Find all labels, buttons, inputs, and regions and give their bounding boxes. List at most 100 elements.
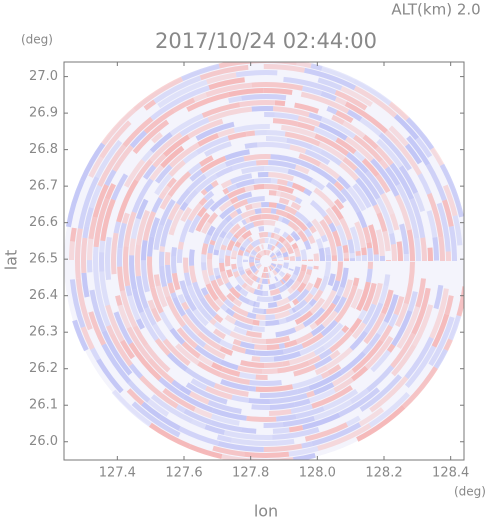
field-cell: [282, 360, 291, 367]
y-tick-label: 26.1: [29, 398, 58, 413]
field-cell: [292, 232, 301, 242]
field-cell: [266, 272, 268, 278]
field-cell: [308, 388, 336, 404]
field-cell: [259, 320, 266, 326]
field-cell: [255, 384, 294, 392]
field-cell: [325, 207, 341, 227]
field-cell: [417, 173, 432, 195]
field-cell: [205, 82, 252, 98]
field-cell: [295, 256, 301, 261]
field-cell: [362, 282, 377, 312]
field-cell: [285, 234, 294, 243]
field-cell: [210, 279, 223, 297]
field-cell: [320, 149, 343, 166]
field-cell: [420, 237, 427, 261]
field-cell: [153, 274, 161, 287]
field-cell: [231, 249, 238, 258]
field-cell: [243, 251, 250, 257]
field-cell: [350, 288, 363, 309]
field-cell: [263, 250, 266, 256]
field-cell: [258, 232, 264, 238]
field-cell: [179, 117, 210, 137]
field-cell: [249, 255, 255, 258]
field-cell: [267, 244, 270, 250]
field-cell: [268, 301, 278, 308]
field-cell: [180, 206, 193, 223]
field-cell: [255, 374, 268, 380]
field-cell: [113, 311, 133, 345]
field-cell: [213, 383, 249, 397]
field-cell: [367, 261, 373, 270]
field-cell: [234, 284, 243, 292]
field-cell: [276, 242, 284, 250]
field-cell: [234, 241, 242, 248]
field-cell: [406, 229, 415, 261]
field-cell: [277, 260, 283, 261]
field-cell: [278, 284, 288, 293]
field-cell: [184, 189, 199, 205]
field-cell: [115, 295, 123, 307]
field-cell: [263, 232, 269, 238]
field-cell: [293, 452, 316, 460]
field-cell: [341, 325, 350, 334]
x-tick-label: 128.0: [299, 466, 336, 481]
field-cell: [139, 311, 159, 341]
field-cell: [264, 166, 289, 174]
field-cell: [211, 407, 247, 421]
field-cell: [270, 264, 276, 270]
field-cell: [289, 144, 307, 154]
y-axis-label: lat: [2, 250, 21, 271]
y-tick-label: 26.8: [29, 142, 58, 157]
field-cell: [320, 319, 338, 337]
field-cell: [383, 289, 394, 308]
field-cell: [160, 218, 173, 247]
field-cell: [144, 307, 157, 326]
field-cell: [367, 247, 373, 261]
field-cell: [327, 273, 336, 287]
field-cell: [219, 339, 234, 350]
field-cell: [293, 364, 317, 377]
field-cell: [267, 232, 272, 238]
field-cell: [356, 404, 406, 442]
field-cell: [201, 243, 209, 255]
field-cell: [162, 285, 171, 298]
field-cell: [271, 256, 277, 260]
field-cell: [355, 255, 361, 261]
field-cell: [298, 303, 313, 316]
field-cell: [247, 236, 254, 243]
field-cell: [335, 261, 343, 282]
field-cell: [391, 344, 417, 377]
field-cell: [209, 202, 220, 212]
field-cell: [229, 229, 236, 235]
field-cell: [301, 332, 324, 349]
field-cell: [158, 415, 181, 431]
field-cell: [385, 260, 391, 261]
field-cell: [268, 266, 272, 272]
field-cell: [273, 351, 301, 362]
field-cell: [356, 281, 371, 312]
field-cell: [259, 296, 271, 302]
field-cell: [378, 132, 412, 171]
field-cell: [349, 252, 355, 259]
field-cell: [245, 130, 256, 137]
field-cell: [275, 241, 280, 247]
field-cell: [433, 284, 444, 310]
field-cell: [109, 333, 133, 367]
field-cell: [308, 370, 343, 391]
field-cell: [231, 160, 257, 171]
field-cell: [334, 298, 353, 324]
field-cell: [182, 394, 214, 413]
field-cell: [256, 252, 263, 258]
field-cell: [276, 438, 295, 446]
field-cell: [224, 314, 237, 325]
field-cell: [297, 115, 321, 127]
field-cell: [297, 385, 311, 395]
field-cell: [121, 212, 130, 225]
field-cell: [88, 216, 98, 240]
field-cell: [117, 222, 127, 249]
field-cell: [262, 272, 267, 279]
field-cell: [251, 267, 258, 274]
field-cell: [276, 414, 297, 422]
field-cell: [201, 254, 207, 263]
field-cell: [347, 239, 355, 254]
